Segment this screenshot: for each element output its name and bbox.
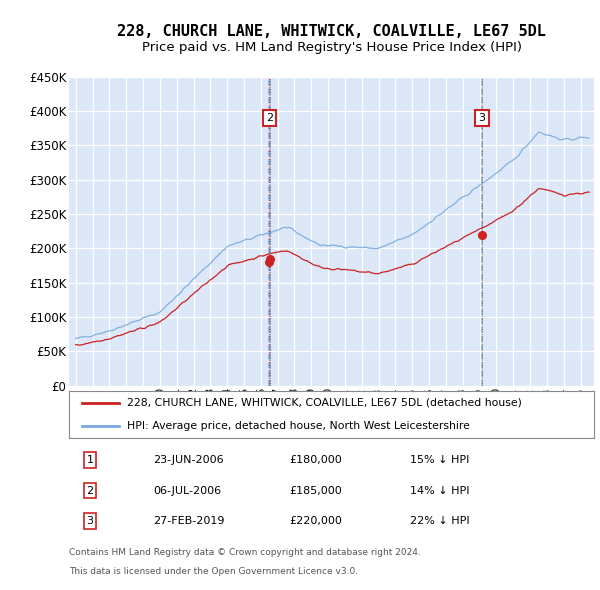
Text: 06-JUL-2006: 06-JUL-2006 [153,486,221,496]
Text: This data is licensed under the Open Government Licence v3.0.: This data is licensed under the Open Gov… [69,567,358,576]
Text: 22% ↓ HPI: 22% ↓ HPI [410,516,470,526]
Text: 228, CHURCH LANE, WHITWICK, COALVILLE, LE67 5DL (detached house): 228, CHURCH LANE, WHITWICK, COALVILLE, L… [127,398,521,408]
Text: Price paid vs. HM Land Registry's House Price Index (HPI): Price paid vs. HM Land Registry's House … [142,41,522,54]
Text: £180,000: £180,000 [290,455,342,466]
Text: HPI: Average price, detached house, North West Leicestershire: HPI: Average price, detached house, Nort… [127,421,470,431]
Text: £220,000: £220,000 [290,516,343,526]
Text: Contains HM Land Registry data © Crown copyright and database right 2024.: Contains HM Land Registry data © Crown c… [69,548,421,557]
Text: 15% ↓ HPI: 15% ↓ HPI [410,455,470,466]
Text: 27-FEB-2019: 27-FEB-2019 [153,516,224,526]
Text: 3: 3 [479,113,485,123]
Text: 2: 2 [266,113,273,123]
Text: 2: 2 [86,486,94,496]
Text: 23-JUN-2006: 23-JUN-2006 [153,455,224,466]
Text: £185,000: £185,000 [290,486,342,496]
Text: 14% ↓ HPI: 14% ↓ HPI [410,486,470,496]
Text: 1: 1 [86,455,94,466]
Text: 228, CHURCH LANE, WHITWICK, COALVILLE, LE67 5DL: 228, CHURCH LANE, WHITWICK, COALVILLE, L… [118,24,546,38]
Text: 3: 3 [86,516,94,526]
